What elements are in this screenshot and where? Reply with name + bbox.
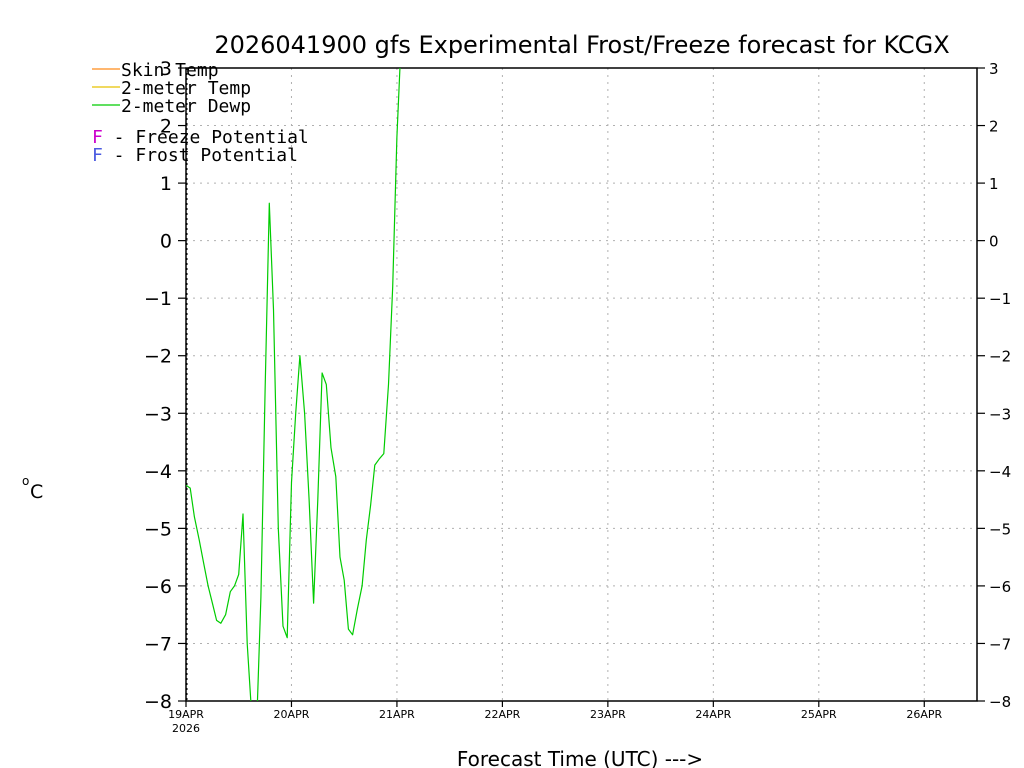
y-tick-label-right: −1 [989,290,1011,308]
frost-marker: F [92,145,103,166]
annotation-freeze-potential: F - Freeze Potential [92,127,309,148]
y-tick-label-left: 1 [160,173,172,195]
x-tick-label: 24APR [695,708,731,721]
series-layer [186,68,401,701]
legend: Skin Temp 2-meter Temp 2-meter Dewp F - … [92,60,309,166]
y-tick-label-right: −3 [989,405,1011,423]
y-tick-label-left: −2 [144,346,172,368]
y-axis-right: 3 2 1 0 −1 −2 −3 −4 −5 −6 −7 −8 [977,60,1011,711]
y-tick-label-left: −6 [144,576,172,598]
x-tick-label: 22APR [484,708,520,721]
y-axis-label: o C [22,474,43,503]
y-axis-unit-degree: o [22,474,29,488]
plot-frame [185,67,978,702]
y-tick-label-right: −2 [989,348,1011,366]
y-tick-label-right: 2 [989,118,999,136]
y-tick-label-right: −4 [989,463,1011,481]
series-line-2-meter-dewp [186,68,401,701]
annotation-frost-potential: F - Frost Potential [92,145,298,166]
x-tick-label: 26APR [906,708,942,721]
x-axis-label: Forecast Time (UTC) ---> [457,747,703,768]
y-tick-label-left: −8 [144,691,172,713]
y-tick-label-right: −5 [989,520,1011,538]
frost-label: - Frost Potential [103,145,298,166]
y-tick-label-left: −1 [144,288,172,310]
y-tick-label-left: 0 [160,231,172,253]
x-tick-label: 21APR [379,708,415,721]
y-tick-label-left: −3 [144,403,172,425]
chart-title: 2026041900 gfs Experimental Frost/Freeze… [214,31,949,59]
legend-label-2m-temp: 2-meter Temp [121,78,251,99]
y-tick-label-left: 3 [160,58,172,80]
x-tick-sublabel: 2026 [172,722,200,735]
y-tick-label-right: −6 [989,578,1011,596]
freeze-marker: F [92,127,103,148]
y-tick-label-left: −7 [144,633,172,655]
y-tick-label-left: −4 [144,461,172,483]
x-tick-label: 20APR [274,708,310,721]
y-axis-unit: C [30,481,43,503]
y-tick-label-right: 1 [989,175,999,193]
x-tick-label: 25APR [801,708,837,721]
legend-label-2m-dewp: 2-meter Dewp [121,96,251,117]
y-tick-label-right: 0 [989,233,999,251]
y-tick-label-right: 3 [989,60,999,78]
y-tick-label-right: −7 [989,635,1011,653]
y-tick-label-right: −8 [989,693,1011,711]
y-tick-label-left: 2 [160,116,172,138]
y-tick-label-left: −5 [144,518,172,540]
x-tick-label: 19APR [168,708,204,721]
legend-label-skin-temp: Skin Temp [121,60,219,81]
freeze-label: - Freeze Potential [103,127,309,148]
x-tick-label: 23APR [590,708,626,721]
grid-lines [186,68,977,701]
y-axis-left: 3 2 1 0 −1 −2 −3 −4 −5 −6 −7 −8 [144,58,186,713]
